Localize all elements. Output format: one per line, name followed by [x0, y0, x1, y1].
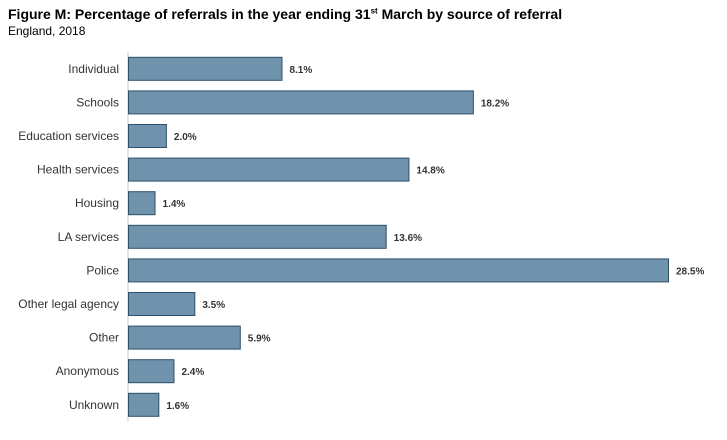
chart-subtitle: England, 2018	[8, 24, 86, 38]
category-labels: Individual Schools Education services Healt…	[18, 62, 119, 412]
category-label: Housing	[75, 196, 119, 210]
bar	[128, 392, 160, 417]
value-label: 2.4%	[181, 367, 204, 378]
category-label: Unknown	[69, 398, 119, 412]
bar	[128, 124, 167, 148]
value-label: 18.2%	[481, 98, 509, 109]
value-label: 5.9%	[248, 334, 271, 345]
bar	[128, 56, 283, 81]
bar	[128, 359, 175, 384]
bar	[128, 90, 474, 115]
category-label: Health services	[37, 163, 119, 177]
category-label: Anonymous	[56, 364, 119, 378]
value-label: 1.6%	[166, 401, 189, 412]
category-label: Individual	[68, 62, 119, 76]
bar	[128, 191, 156, 216]
value-label: 1.4%	[163, 199, 186, 210]
value-label: 2.0%	[174, 132, 197, 143]
value-label: 8.1%	[289, 65, 312, 76]
category-label: LA services	[58, 230, 119, 244]
category-label: Schools	[76, 95, 119, 109]
value-labels: 8.1% 18.2% 2.0% 14.8% 1.4% 13.6% 28.5% 3.5% 5.9%…	[163, 65, 705, 412]
bars	[128, 56, 669, 417]
category-label: Police	[86, 263, 119, 277]
value-label: 14.8%	[416, 166, 444, 177]
bar	[128, 258, 669, 283]
category-label: Other legal agency	[18, 297, 119, 311]
chart-title: Figure M: Percentage of referrals in the…	[8, 6, 563, 22]
category-label: Education services	[18, 129, 119, 143]
category-label: Other	[89, 331, 119, 345]
bar	[128, 157, 410, 182]
bar	[128, 292, 196, 316]
value-label: 3.5%	[202, 300, 225, 311]
value-label: 13.6%	[394, 233, 422, 244]
bar	[128, 325, 241, 350]
value-label: 28.5%	[676, 266, 704, 277]
bar	[128, 224, 387, 249]
